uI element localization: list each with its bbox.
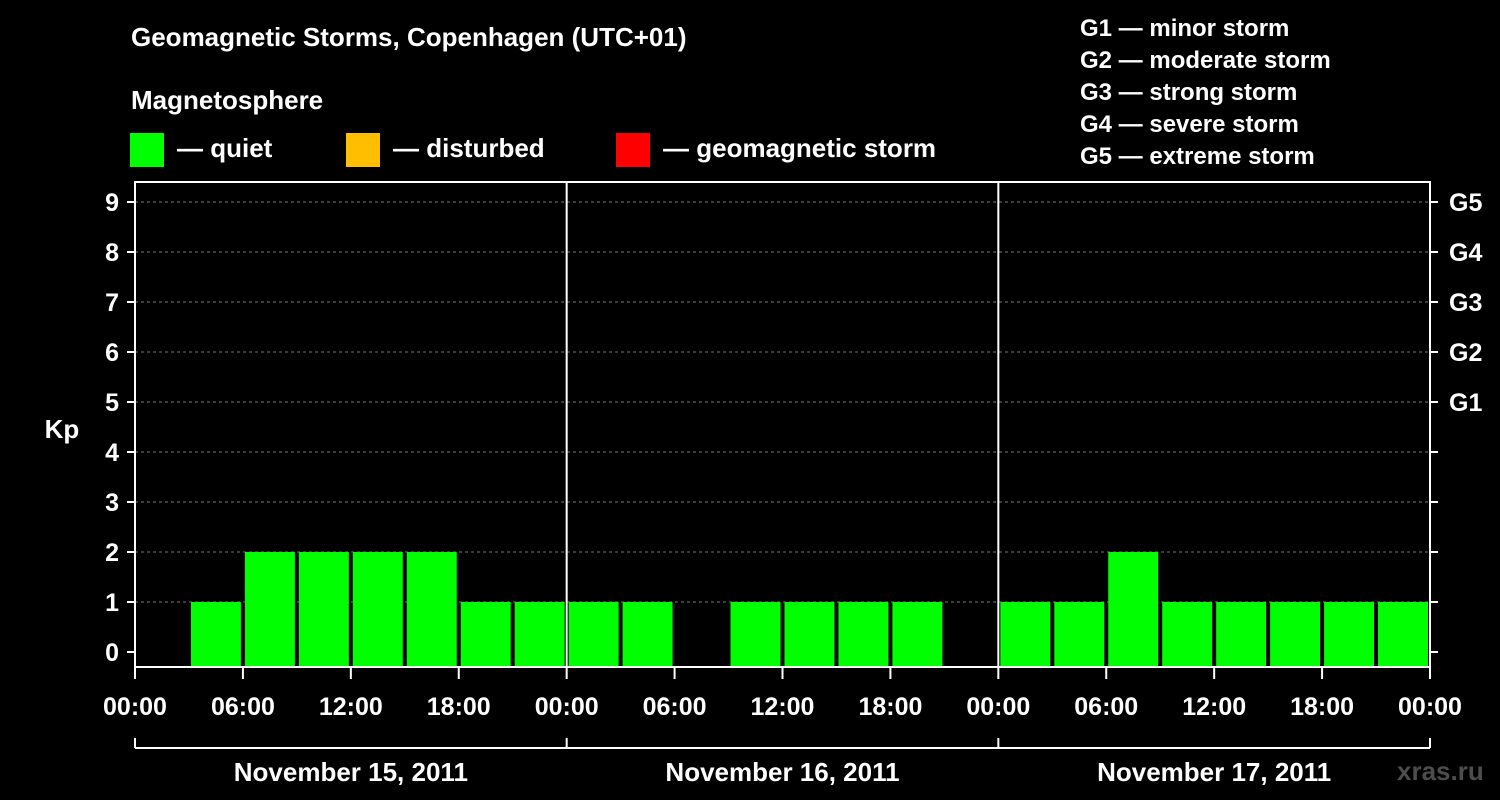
- storm-scale-g1: G1 — minor storm: [1080, 15, 1290, 42]
- bar-24: [1378, 602, 1428, 667]
- right-axis-label-g3: G3: [1449, 289, 1482, 317]
- x-tick-label-8: 00:00: [966, 693, 1030, 721]
- y-tick-label-6: 6: [105, 339, 119, 367]
- y-tick-label-2: 2: [105, 539, 119, 567]
- legend-label-quiet: — quiet: [177, 133, 273, 163]
- right-axis-label-g5: G5: [1449, 189, 1482, 217]
- bar-12: [730, 602, 781, 667]
- bar-2: [190, 602, 241, 667]
- x-tick-label-7: 18:00: [858, 693, 922, 721]
- y-tick-label-3: 3: [105, 489, 119, 517]
- right-axis-label-g1: G1: [1449, 389, 1482, 417]
- x-tick-label-5: 06:00: [643, 693, 707, 721]
- bar-18: [1054, 602, 1105, 667]
- y-tick-label-9: 9: [105, 189, 119, 217]
- bar-9: [568, 602, 619, 667]
- bar-8: [514, 602, 565, 667]
- y-tick-label-7: 7: [105, 289, 119, 317]
- x-tick-label-9: 06:00: [1074, 693, 1138, 721]
- bar-4: [298, 552, 349, 667]
- bar-3: [244, 552, 295, 667]
- storm-scale-g2: G2 — moderate storm: [1080, 47, 1331, 74]
- y-tick-label-5: 5: [105, 389, 119, 417]
- bar-6: [406, 552, 457, 667]
- bar-19: [1108, 552, 1159, 667]
- x-tick-label-6: 12:00: [751, 693, 815, 721]
- x-tick-label-1: 06:00: [211, 693, 275, 721]
- x-tick-label-2: 12:00: [319, 693, 383, 721]
- x-tick-label-4: 00:00: [535, 693, 599, 721]
- legend-label-disturbed: — disturbed: [393, 133, 545, 163]
- legend-label-storm: — geomagnetic storm: [663, 133, 937, 163]
- y-tick-label-8: 8: [105, 239, 119, 267]
- x-tick-label-0: 00:00: [103, 693, 167, 721]
- y-axis-title: Kp: [45, 414, 80, 444]
- y-tick-label-1: 1: [105, 589, 119, 617]
- day-label-3: November 17, 2011: [1097, 757, 1331, 787]
- storm-scale-g3: G3 — strong storm: [1080, 79, 1298, 106]
- storm-scale-g5: G5 — extreme storm: [1080, 143, 1315, 170]
- day-label-1: November 15, 2011: [234, 757, 468, 787]
- legend-swatch-quiet: [130, 133, 164, 167]
- y-tick-label-4: 4: [105, 439, 119, 467]
- bar-20: [1162, 602, 1213, 667]
- bar-14: [838, 602, 889, 667]
- bar-5: [352, 552, 403, 667]
- legend-swatch-disturbed: [346, 133, 380, 167]
- right-axis-label-g4: G4: [1449, 239, 1482, 267]
- bar-17: [1000, 602, 1051, 667]
- chart-title: Geomagnetic Storms, Copenhagen (UTC+01): [131, 22, 687, 52]
- storm-scale-legend: G1 — minor storm G2 — moderate storm G3 …: [1080, 14, 1331, 174]
- bar-15: [892, 602, 943, 667]
- bar-7: [460, 602, 511, 667]
- x-tick-label-3: 18:00: [427, 693, 491, 721]
- right-axis-label-g2: G2: [1449, 339, 1482, 367]
- x-tick-label-12: 00:00: [1398, 693, 1462, 721]
- legend-title: Magnetosphere: [131, 85, 324, 115]
- bar-23: [1324, 602, 1375, 667]
- bar-21: [1216, 602, 1267, 667]
- legend-swatch-storm: [616, 133, 650, 167]
- y-tick-label-0: 0: [105, 639, 119, 667]
- storm-scale-g4: G4 — severe storm: [1080, 111, 1299, 138]
- watermark: xras.ru: [1397, 756, 1484, 786]
- bar-13: [784, 602, 835, 667]
- bar-22: [1270, 602, 1321, 667]
- x-tick-label-11: 18:00: [1290, 693, 1354, 721]
- x-tick-label-10: 12:00: [1182, 693, 1246, 721]
- day-label-2: November 16, 2011: [665, 757, 899, 787]
- bar-10: [622, 602, 673, 667]
